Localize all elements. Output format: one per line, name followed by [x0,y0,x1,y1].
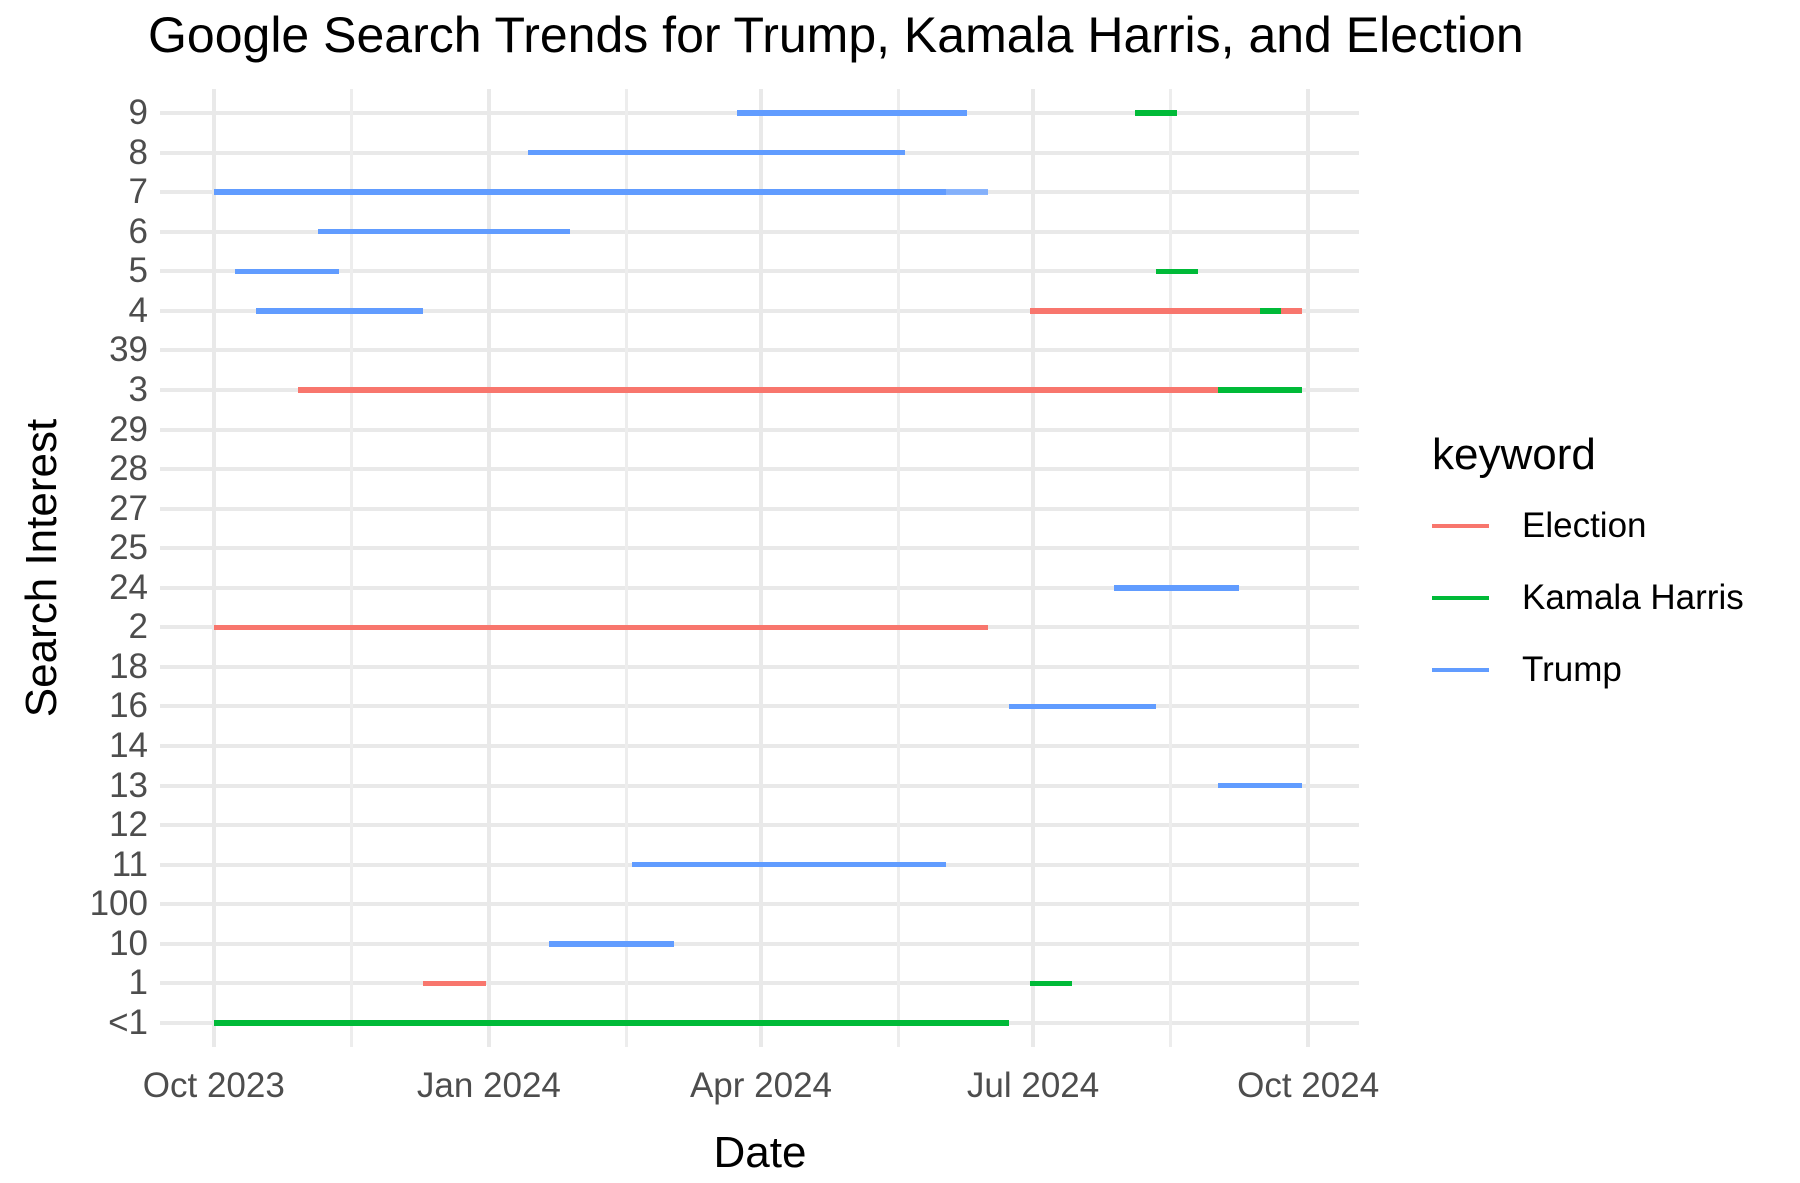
segment-trump [632,861,947,868]
segment-trump [1218,782,1303,789]
x-tick-label: Jan 2024 [416,1066,561,1105]
legend-label: Trump [1522,650,1622,689]
plot-panel [160,89,1359,1047]
gridline-vertical-minor [624,89,628,1047]
segment-kamala-harris [1218,387,1303,393]
segment-trump [1009,703,1156,710]
segment-trump [946,189,989,195]
segment-election [297,387,1219,393]
legend-label: Election [1522,506,1647,545]
legend-title: keyword [1432,430,1596,479]
segment-trump [548,941,675,947]
y-tick-label: 100 [89,884,148,924]
y-tick-label: 8 [128,132,148,172]
chart-title: Google Search Trends for Trump, Kamala H… [148,7,1524,63]
x-axis-title: Date [713,1128,807,1177]
legend-label: Kamala Harris [1522,578,1744,617]
legend-entry-kamala-harris: Kamala Harris [1432,562,1792,634]
legend-key-election [1432,523,1489,529]
y-tick-label: 6 [128,211,148,251]
x-tick-label: Oct 2024 [1237,1066,1380,1105]
y-tick-label: 14 [109,726,148,766]
gridline-vertical-major [1306,89,1311,1047]
gridline-vertical-major [1031,89,1036,1047]
segment-trump [213,189,947,195]
legend: keyword Election Kamala Harris Trump [1432,430,1792,706]
segment-election [213,624,989,631]
gridline-vertical-minor [1169,89,1173,1047]
segment-kamala-harris [1030,980,1072,987]
segment-trump [737,110,968,116]
y-tick-label: 25 [109,528,148,568]
segment-trump [318,228,570,235]
legend-key-trump [1432,667,1489,673]
segment-kamala-harris [1260,308,1282,314]
segment-kamala-harris [1134,110,1177,116]
segment-election [423,980,486,987]
y-tick-label: 9 [128,93,148,132]
segment-election [1030,308,1303,314]
y-tick-label: <1 [108,1003,148,1042]
y-tick-label: 28 [109,449,148,489]
y-tick-label: 39 [109,330,148,370]
segment-kamala-harris [213,1020,1010,1026]
legend-key-kamala-harris [1432,595,1489,601]
y-tick-label: 11 [111,844,148,884]
y-tick-label: 5 [128,251,148,291]
legend-entry-trump: Trump [1432,634,1792,706]
y-tick-label: 16 [109,686,148,726]
gridline-vertical-major [211,89,216,1047]
x-tick-label: Oct 2023 [142,1066,285,1105]
y-tick-label: 24 [109,567,148,607]
gridline-vertical-major [758,89,763,1047]
x-tick-label: Apr 2024 [689,1066,833,1105]
y-tick-label: 1 [128,963,148,1003]
gridline-vertical-minor [897,89,901,1047]
legend-entries: Election Kamala Harris Trump [1432,490,1792,706]
y-tick-label: 27 [109,488,148,528]
y-tick-label: 7 [128,172,148,212]
legend-entry-election: Election [1432,490,1792,562]
x-tick-label: Jul 2024 [966,1066,1100,1105]
y-tick-label: 13 [109,765,148,805]
y-tick-label: 4 [128,290,148,330]
y-tick-label: 18 [109,646,148,686]
segment-trump [1113,585,1240,591]
gridline-vertical-major [486,89,491,1047]
segment-kamala-harris [1155,268,1198,274]
y-tick-label: 29 [109,409,148,449]
y-tick-label: 10 [109,923,148,963]
y-tick-label: 2 [128,607,148,647]
segment-trump [234,268,340,274]
y-tick-label: 3 [128,369,148,409]
gridline-vertical-minor [349,89,353,1047]
y-tick-label: 12 [109,805,148,845]
segment-trump [527,149,905,156]
segment-trump [255,308,424,314]
